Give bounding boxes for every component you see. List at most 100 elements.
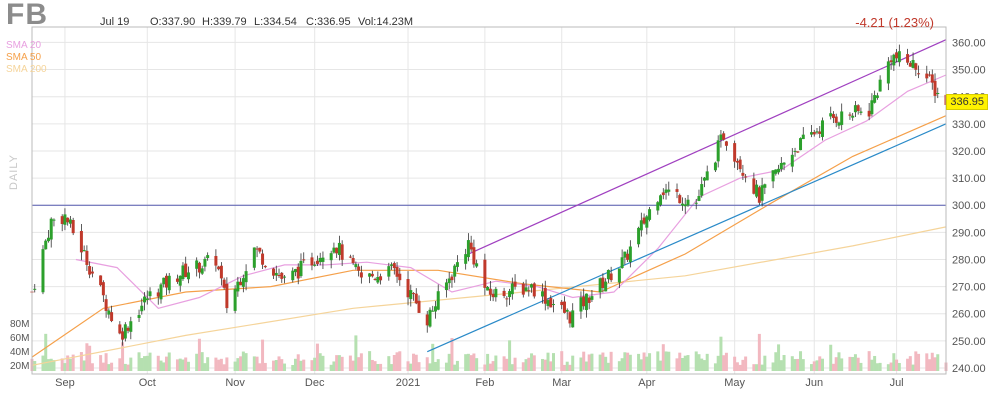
candle bbox=[738, 156, 742, 173]
candle bbox=[620, 249, 624, 269]
candle-body bbox=[782, 162, 786, 165]
volume-bar bbox=[395, 352, 399, 371]
candle-body bbox=[272, 268, 276, 276]
candle bbox=[348, 254, 352, 259]
candle-body bbox=[398, 273, 402, 281]
volume-bar bbox=[933, 357, 937, 371]
volume-bar bbox=[626, 352, 630, 371]
candle-body bbox=[552, 304, 556, 306]
candle bbox=[639, 212, 643, 237]
candle-body bbox=[79, 230, 83, 253]
volume-bar bbox=[310, 360, 314, 371]
candle bbox=[491, 289, 495, 302]
candle-body bbox=[579, 297, 583, 312]
candle bbox=[541, 283, 545, 304]
candle bbox=[167, 273, 171, 294]
volume-bar bbox=[299, 360, 303, 371]
candle-body bbox=[667, 189, 671, 192]
volume-bar bbox=[368, 351, 372, 371]
candle bbox=[455, 255, 459, 272]
candle-body bbox=[774, 169, 778, 174]
candle-body bbox=[895, 52, 899, 59]
volume-bar bbox=[241, 351, 245, 371]
candle-body bbox=[203, 258, 207, 267]
candle-body bbox=[417, 300, 421, 313]
candle-body bbox=[348, 256, 352, 258]
candle bbox=[52, 218, 56, 227]
candle bbox=[601, 273, 605, 293]
candle-body bbox=[222, 279, 226, 288]
sma20-legend: SMA 20 bbox=[6, 40, 42, 51]
volume-bar bbox=[425, 357, 429, 371]
volume-bar bbox=[46, 359, 50, 371]
candle-body bbox=[777, 168, 781, 173]
candle bbox=[505, 296, 509, 307]
volume-bar bbox=[373, 361, 377, 371]
volume-bar bbox=[713, 363, 717, 371]
candle-body bbox=[66, 217, 70, 223]
candle-body bbox=[908, 62, 912, 67]
volume-bar bbox=[126, 364, 130, 371]
candle-body bbox=[623, 251, 627, 258]
candle bbox=[702, 176, 706, 188]
volume-bar bbox=[774, 352, 778, 371]
candle-body bbox=[568, 312, 572, 324]
candle bbox=[373, 277, 377, 281]
volume-bar bbox=[66, 355, 70, 371]
candle bbox=[162, 277, 166, 288]
candle-body bbox=[546, 300, 550, 306]
candle-body bbox=[661, 192, 665, 196]
volume-bar bbox=[414, 354, 418, 371]
volume-bar bbox=[387, 356, 391, 371]
sma50-legend: SMA 50 bbox=[6, 52, 42, 63]
candle-body bbox=[848, 114, 852, 116]
candle bbox=[656, 201, 660, 215]
volume-bar bbox=[52, 360, 56, 371]
candle-body bbox=[763, 184, 767, 188]
candle bbox=[392, 261, 396, 275]
candle bbox=[406, 271, 410, 306]
volume-bar bbox=[532, 355, 536, 371]
ticker-symbol: FB bbox=[6, 0, 48, 31]
volume-bar bbox=[488, 363, 492, 371]
candle bbox=[195, 257, 199, 277]
candle-body bbox=[549, 298, 553, 308]
candle-body bbox=[195, 260, 199, 269]
candle-body bbox=[681, 203, 685, 206]
candle bbox=[568, 310, 572, 328]
volume-bar bbox=[928, 359, 932, 371]
candle bbox=[735, 158, 739, 171]
x-tick-label: Nov bbox=[225, 377, 245, 389]
candle bbox=[351, 254, 355, 266]
candle-body bbox=[379, 276, 383, 281]
candle bbox=[873, 90, 877, 104]
candle bbox=[628, 240, 632, 268]
sma200-line bbox=[31, 226, 947, 366]
volume-bar bbox=[875, 363, 879, 371]
candle-body bbox=[181, 265, 185, 280]
volume-bar bbox=[719, 336, 723, 371]
x-tick-label: Sep bbox=[55, 377, 75, 389]
candle-body bbox=[296, 266, 300, 279]
candle bbox=[357, 263, 361, 277]
candle-body bbox=[318, 257, 322, 263]
volume-bar bbox=[197, 338, 201, 371]
volume-bar bbox=[683, 355, 687, 371]
y-tick-label: 240.00 bbox=[952, 363, 986, 375]
candle-body bbox=[197, 262, 201, 273]
grid bbox=[32, 27, 946, 374]
volume-bar bbox=[873, 355, 877, 371]
candle-body bbox=[52, 219, 56, 221]
candle-body bbox=[376, 277, 380, 283]
candle-body bbox=[310, 257, 314, 266]
candle-body bbox=[412, 293, 416, 295]
candle bbox=[870, 93, 874, 117]
candle bbox=[222, 277, 226, 290]
candle-body bbox=[469, 242, 473, 250]
candle bbox=[925, 65, 929, 83]
candle-body bbox=[686, 199, 690, 206]
candle-body bbox=[859, 111, 863, 113]
candle-body bbox=[99, 275, 103, 286]
price-change: -4.21 (1.23%) bbox=[855, 15, 934, 30]
candle bbox=[875, 92, 879, 100]
